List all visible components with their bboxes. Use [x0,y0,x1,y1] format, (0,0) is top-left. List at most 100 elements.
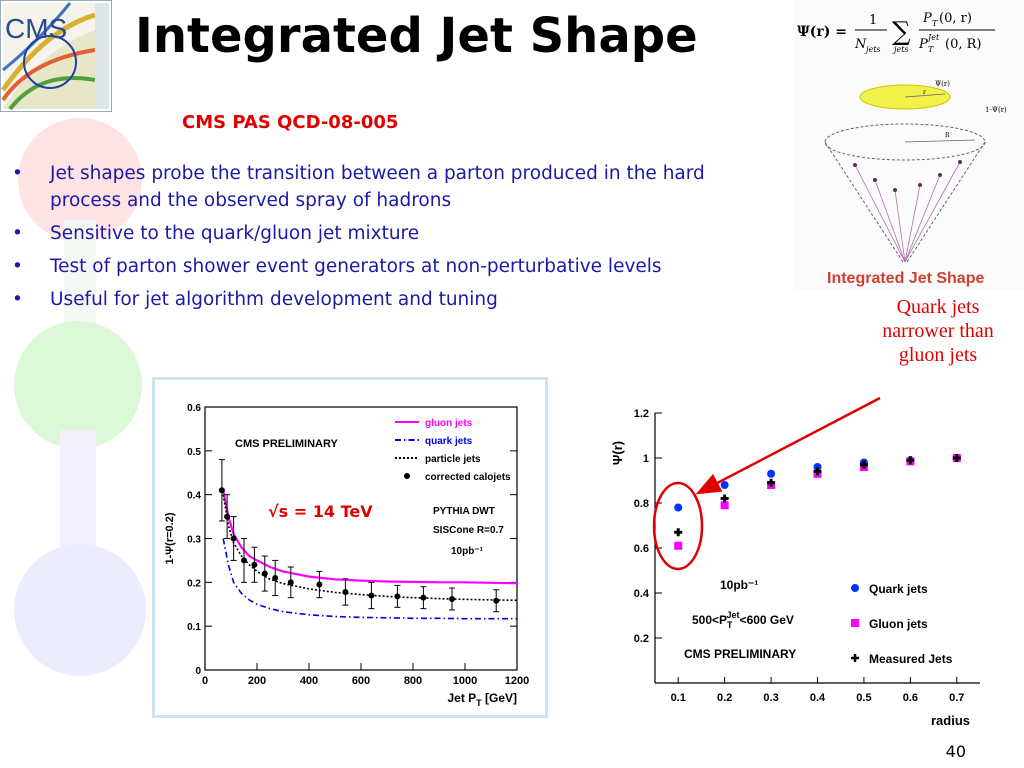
chart-annotation: CMS PRELIMINARY [684,647,796,661]
legend-marker [851,654,859,662]
num-p: P [922,11,932,26]
chart-annotation: 500<PTJet<600 GeV [692,610,794,630]
x-tick-label: 0.3 [763,692,778,704]
formula-n-sub: jets [864,45,881,54]
chart-annotation: 10pb⁻¹ [720,578,758,592]
y-tick-label: 0.1 [187,622,201,633]
data-point-measured [906,456,915,465]
data-point-quark [674,503,683,512]
bullet-item: • Useful for jet algorithm development an… [10,286,730,313]
legend-label: gluon jets [425,418,473,429]
y-axis-label: 1-Ψ(r=0.2) [164,512,176,564]
chart-annotation: 10pb⁻¹ [451,546,484,557]
data-point-calojet [368,592,375,599]
data-point-calojet [224,513,231,520]
legend-label: Quark jets [869,582,928,596]
x-tick-label: 200 [248,675,266,687]
chart-annotation: PYTHIA DWT [433,506,495,517]
x-tick-label: 1000 [453,675,477,687]
svg-text:CMS: CMS [5,13,67,44]
legend-label: quark jets [425,436,473,447]
y-tick-label: 1.2 [634,408,649,420]
den-sup: Jet [926,33,940,42]
y-tick-label: 0.6 [634,543,649,555]
formula-one: 1 [869,13,877,28]
background-decoration [14,118,146,676]
y-tick-label: 0.5 [187,447,201,458]
x-axis-label: radius [931,713,970,728]
data-point-quark [767,469,776,478]
bullet-text: Test of parton shower event generators a… [50,256,662,277]
x-tick-label: 0.2 [717,692,732,704]
bullet-dot-icon: • [12,256,23,277]
bullet-text: Jet shapes probe the transition between … [50,163,705,211]
den-arg: (0, R) [945,37,981,52]
y-tick-label: 1 [643,453,649,465]
x-tick-label: 1200 [505,675,529,687]
x-tick-label: 400 [300,675,318,687]
den-sub: T [928,45,934,54]
data-point-measured [674,528,683,537]
data-point-calojet [449,595,455,602]
x-tick-label: 0.5 [856,692,871,704]
data-point-calojet [251,561,258,568]
chart-annotation: CMS PRELIMINARY [235,438,339,450]
legend-marker [851,619,859,627]
data-point-calojet [493,597,500,604]
x-tick-label: 600 [352,675,370,687]
formula-n: N [854,37,867,52]
cms-logo: CMS [0,0,112,112]
one-minus-psi-label: 1-Ψ(r) [985,106,1007,114]
data-point-gluon [674,541,683,550]
radius-chart: 0.2 0.4 0.6 0.8 1 1.2 0.1 0.2 0.3 0.4 0.5 0.6 0.7 rad… [610,408,980,728]
sum-symbol: ∑ [892,17,911,47]
r-label: r [923,89,926,96]
y-tick-label: 0.8 [634,498,649,510]
legend-label: particle jets [425,454,481,465]
data-point-calojet [261,570,268,577]
diagram-caption: Integrated Jet Shape [827,270,984,287]
bullet-list: • Jet shapes probe the transition between… [10,160,730,319]
bullet-dot-icon: • [12,223,23,244]
x-tick-label: 0 [202,675,208,687]
reference-subtitle: CMS PAS QCD-08-005 [182,112,399,133]
data-point-calojet [394,593,401,600]
quark-annotation: Quark jets narrower than gluon jets [882,296,994,366]
data-point-calojet [241,557,247,564]
y-tick-label: 0.2 [634,633,649,645]
y-tick-label: 0.3 [187,535,201,546]
data-point-calojet [316,581,323,588]
x-tick-label: 0.6 [903,692,918,704]
bullet-text: Sensitive to the quark/gluon jet mixture [50,223,420,244]
legend-label: Measured Jets [869,652,953,666]
data-point-calojet [342,588,349,595]
series-line-particle-jets [222,494,518,602]
y-tick-label: 0.2 [187,578,201,589]
data-point-measured [720,494,729,503]
den-p: P [918,37,928,52]
data-point-calojet [420,594,427,601]
chart-annotation: SISCone R=0.7 [433,525,504,536]
x-axis-label: Jet PT [GeV] [447,691,517,708]
y-tick-label: 0.4 [187,491,201,502]
y-tick-label: 0.6 [187,403,201,414]
data-point-calojet [230,535,237,542]
data-point-measured [952,454,961,462]
sum-sub: jets [892,45,909,54]
x-tick-label: 0.7 [949,692,964,704]
big-r-label: R [945,132,950,139]
legend-label: Gluon jets [869,617,928,631]
bullet-item: • Sensitive to the quark/gluon jet mixtur… [10,220,730,247]
x-tick-label: 800 [404,675,422,687]
slide-number: 40 [945,742,966,761]
page-title: Integrated Jet Shape [135,8,698,64]
data-point-calojet [287,579,294,586]
y-axis-label: Ψ(r) [610,441,625,465]
bullet-dot-icon: • [12,289,23,310]
data-point-calojet [272,574,279,581]
psi-label: Ψ(r) [935,80,950,88]
y-tick-label: 0 [195,666,201,677]
num-sub: T [932,19,938,28]
energy-label: √s = 14 TeV [268,502,373,521]
legend-marker [851,584,859,592]
